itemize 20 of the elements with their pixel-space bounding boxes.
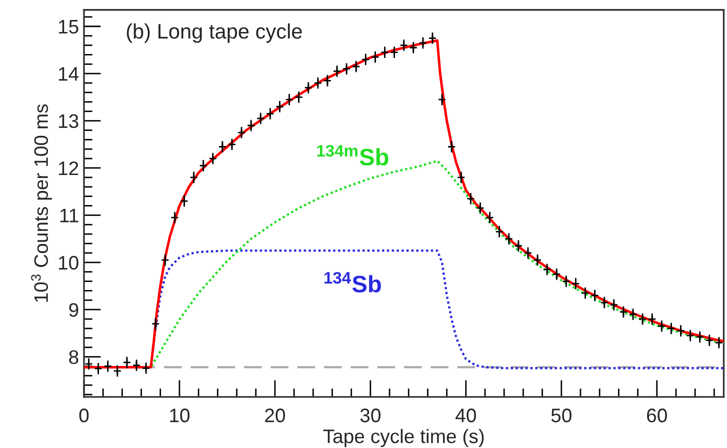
y-tick-label: 11 [60, 208, 78, 222]
x-tick-label: 0 [79, 408, 89, 422]
series-label: $^{134}$Sb [324, 272, 381, 292]
annotation: (b) Long tape cycle [126, 23, 302, 43]
x-tick-label: 20 [265, 408, 285, 422]
y-tick-label: 9 [69, 303, 78, 317]
y-tick-label: 15 [58, 20, 78, 34]
x-tick-label: 60 [647, 408, 667, 422]
y-tick-label: 13 [58, 114, 78, 128]
x-tick-label: 40 [456, 408, 476, 422]
series-label: $^{134m}$Sb [317, 144, 388, 166]
x-tick-label: 30 [360, 408, 380, 422]
y-tick-label: 8 [69, 350, 78, 364]
y-tick-label: 12 [58, 161, 78, 176]
y-tick-label: 14 [58, 67, 79, 81]
y-tick-label: 10 [58, 256, 78, 270]
y-axis-title: 10$^{3}$ Counts per 100 ms [31, 104, 52, 302]
x-axis-title: Tape cycle time (s) [323, 428, 484, 448]
x-tick-label: 10 [170, 408, 190, 422]
x-tick-label: 50 [551, 408, 572, 422]
